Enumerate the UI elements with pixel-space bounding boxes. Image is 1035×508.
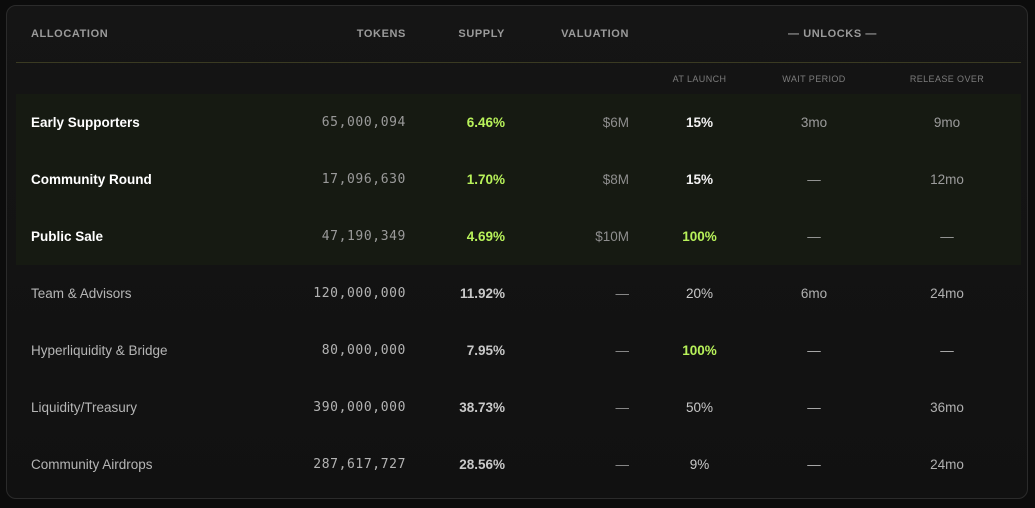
wait-period-value: 3mo (755, 94, 873, 151)
release-over-value: 24mo (930, 286, 964, 301)
subheader-row: AT LAUNCH WAIT PERIOD RELEASE OVER (16, 63, 1021, 95)
at-launch-value: 15% (644, 151, 755, 208)
table-row: Early Supporters 65,000,094 6.46% $6M 15% 3mo… (16, 94, 1021, 151)
supply-value: 28.56% (459, 457, 505, 472)
at-launch-value: 9% (689, 457, 710, 472)
at-launch-value: 20% (685, 286, 714, 301)
allocation-table: ALLOCATION TOKENS SUPPLY VALUATION — UNL… (16, 6, 1021, 493)
tokens-value: 287,617,727 (313, 457, 406, 472)
wait-period-value: — (755, 151, 873, 208)
wait-period-value: — (807, 400, 821, 415)
tokens-value: 80,000,000 (321, 343, 406, 358)
wait-period-value: 6mo (800, 286, 828, 301)
valuation-value: $10M (520, 208, 644, 265)
table-row: Team & Advisors 120,000,000 11.92% — 20% 6mo 2… (16, 265, 1021, 322)
wait-period-value: — (755, 208, 873, 265)
supply-value: 38.73% (459, 400, 505, 415)
header-supply: SUPPLY (421, 6, 520, 63)
valuation-value: $6M (520, 94, 644, 151)
valuation-value: — (615, 400, 630, 415)
wait-period-value: — (807, 343, 821, 358)
supply-value: 1.70% (421, 151, 520, 208)
supply-value: 4.69% (421, 208, 520, 265)
release-over-value: — (873, 208, 1021, 265)
header-tokens: TOKENS (246, 6, 421, 63)
allocation-name: Team & Advisors (31, 286, 132, 301)
at-launch-value: 100% (682, 343, 717, 358)
supply-value: 11.92% (459, 286, 505, 301)
allocation-name: Early Supporters (16, 94, 246, 151)
tokens-value: 47,190,349 (246, 208, 421, 265)
supply-value: 7.95% (466, 343, 505, 358)
at-launch-value: 15% (644, 94, 755, 151)
table-row: Community Airdrops 287,617,727 28.56% — 9% — 2… (16, 436, 1021, 493)
at-launch-value: 100% (644, 208, 755, 265)
header-allocation: ALLOCATION (16, 6, 246, 63)
table-row: Community Round 17,096,630 1.70% $8M 15% —12m… (16, 151, 1021, 208)
header-row: ALLOCATION TOKENS SUPPLY VALUATION — UNL… (16, 6, 1021, 63)
table-row: Hyperliquidity & Bridge 80,000,000 7.95% — 1… (16, 322, 1021, 379)
tokens-value: 17,096,630 (246, 151, 421, 208)
release-over-value: — (940, 343, 954, 358)
header-at-launch: AT LAUNCH (672, 73, 727, 84)
wait-period-value: — (807, 457, 821, 472)
valuation-value: $8M (520, 151, 644, 208)
valuation-value: — (615, 457, 630, 472)
release-over-value: 24mo (930, 457, 964, 472)
allocation-name: Liquidity/Treasury (31, 400, 138, 415)
header-valuation: VALUATION (520, 6, 644, 63)
allocation-name: Hyperliquidity & Bridge (31, 343, 168, 358)
table-body: Early Supporters 65,000,094 6.46% $6M 15% 3mo… (16, 94, 1021, 493)
allocation-name: Community Airdrops (31, 457, 153, 472)
header-unlocks: — UNLOCKS — (644, 6, 1021, 63)
header-release-over: RELEASE OVER (909, 73, 985, 84)
allocation-name: Community Round (16, 151, 246, 208)
release-over-value: 36mo (930, 400, 964, 415)
supply-value: 6.46% (421, 94, 520, 151)
valuation-value: — (615, 343, 630, 358)
header-wait-period: WAIT PERIOD (782, 73, 846, 84)
tokens-value: 120,000,000 (313, 286, 406, 301)
table-row: Liquidity/Treasury 390,000,000 38.73% — 50% —… (16, 379, 1021, 436)
valuation-value: — (615, 286, 630, 301)
tokens-value: 65,000,094 (246, 94, 421, 151)
release-over-value: 12mo (873, 151, 1021, 208)
allocation-name: Public Sale (16, 208, 246, 265)
table-row: Public Sale 47,190,349 4.69% $10M 100% — — (16, 208, 1021, 265)
release-over-value: 9mo (873, 94, 1021, 151)
at-launch-value: 50% (685, 400, 714, 415)
allocation-table-card: ALLOCATION TOKENS SUPPLY VALUATION — UNL… (6, 5, 1028, 499)
tokens-value: 390,000,000 (313, 400, 406, 415)
